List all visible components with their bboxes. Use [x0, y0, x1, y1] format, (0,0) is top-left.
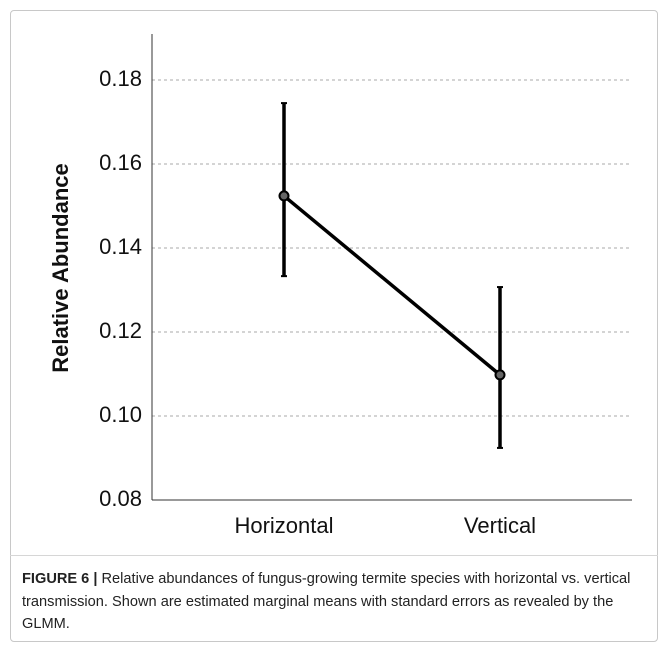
y-tick-label: 0.18	[99, 66, 142, 91]
y-tick-label: 0.16	[99, 150, 142, 175]
x-tick-label: Horizontal	[234, 513, 333, 538]
y-tick-label: 0.12	[99, 318, 142, 343]
y-tick-label: 0.08	[99, 486, 142, 511]
y-tick-label: 0.14	[99, 234, 142, 259]
mean-marker	[278, 190, 290, 202]
x-tick-label: Vertical	[464, 513, 536, 538]
y-tick-label: 0.10	[99, 402, 142, 427]
caption-label: FIGURE 6 |	[22, 571, 98, 587]
mean-line	[282, 194, 502, 377]
y-axis-label: Relative Abundance	[48, 163, 73, 372]
chart: Relative Abundance 0.08 0.10 0.12 0.14 0.16 0…	[48, 34, 632, 538]
figure-frame	[10, 10, 658, 642]
caption-text: Relative abundances of fungus-growing te…	[22, 571, 631, 632]
caption: FIGURE 6 | Relative abundances of fungus…	[22, 568, 647, 636]
separator	[10, 555, 658, 556]
mean-marker	[494, 369, 506, 381]
